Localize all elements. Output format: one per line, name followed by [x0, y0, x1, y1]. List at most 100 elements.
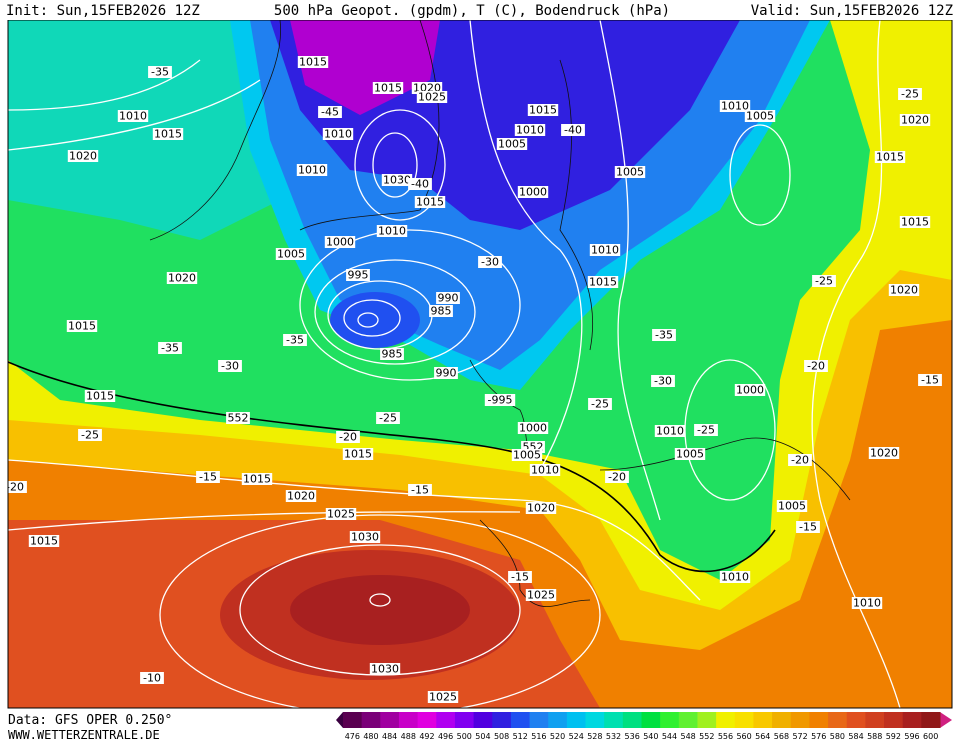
isobar-label: 985 [382, 348, 403, 361]
label-box [318, 106, 342, 118]
label-box [525, 589, 557, 601]
colorbar-swatch [678, 712, 698, 728]
label-box [148, 66, 172, 78]
label-box [651, 375, 675, 387]
label-box [614, 166, 646, 178]
label-box [514, 124, 546, 136]
label-box [226, 412, 250, 424]
label-box [517, 186, 549, 198]
colorbar-swatch [697, 712, 717, 728]
isobar-label: 985 [431, 305, 452, 318]
colorbar-label: 548 [681, 732, 696, 741]
label-box [874, 151, 906, 163]
label-box [275, 248, 307, 260]
isobar-label: 1015 [876, 151, 904, 164]
isobar-label: 1010 [298, 164, 326, 177]
isobar-label: -20 [807, 360, 825, 373]
isobar-label: 1030 [371, 663, 399, 676]
colorbar-label: 556 [718, 732, 733, 741]
isobar-label: 1015 [86, 390, 114, 403]
label-box [324, 236, 356, 248]
isobar-label: 995 [348, 269, 369, 282]
label-box [478, 256, 502, 268]
isobar-label: -15 [199, 471, 217, 484]
label-box [888, 284, 920, 296]
colorbar-swatch [753, 712, 773, 728]
colorbar-label: 560 [736, 732, 751, 741]
label-box [408, 484, 432, 496]
label-box [527, 104, 559, 116]
isobar-label: 1015 [30, 535, 58, 548]
isobar-label: 1015 [529, 104, 557, 117]
label-box [525, 502, 557, 514]
colorbar-label: 572 [792, 732, 807, 741]
isobar-label: 1015 [299, 56, 327, 69]
colorbar-swatch [492, 712, 512, 728]
isobar-label: 1010 [656, 425, 684, 438]
isobar-label: 1000 [519, 186, 547, 199]
colorbar-swatch [622, 712, 642, 728]
colorbar-label: 588 [867, 732, 882, 741]
colorbar-swatch [417, 712, 437, 728]
label-box [166, 272, 198, 284]
label-box [776, 500, 808, 512]
isobar-label: 1005 [277, 248, 305, 261]
label-box [812, 275, 836, 287]
colorbar-swatch [921, 712, 941, 728]
isobar-label: 1005 [746, 110, 774, 123]
isobar-label: -15 [921, 374, 939, 387]
isobar-label: 1020 [901, 114, 929, 127]
colorbar-label: 480 [363, 732, 378, 741]
isobar-label: -20 [339, 431, 357, 444]
field-dark-red [290, 575, 470, 645]
label-box [152, 128, 184, 140]
label-box [589, 244, 621, 256]
contour-552 [8, 361, 776, 573]
isobar-label: -15 [511, 571, 529, 584]
colorbar-label: 568 [774, 732, 789, 741]
isobar-label: 1020 [890, 284, 918, 297]
label-box [744, 110, 776, 122]
label-box [868, 447, 900, 459]
label-box [84, 390, 116, 402]
isobar-label: -20 [608, 471, 626, 484]
init-time: Init: Sun,15FEB2026 12Z [6, 3, 200, 19]
colorbar: 476 480 484 488 492 496 500 504 508 512 516 520 524 5… [336, 712, 952, 741]
label-box [376, 412, 400, 424]
colorbar-label: 540 [643, 732, 658, 741]
label-box [804, 360, 828, 372]
label-box [296, 164, 328, 176]
label-box [719, 100, 751, 112]
label-box [322, 128, 354, 140]
colorbar-swatch [828, 712, 848, 728]
colorbar-swatch [343, 712, 363, 728]
data-source: Data: GFS OPER 0.250° [8, 713, 172, 728]
isobar-label: 1015 [416, 196, 444, 209]
isobar-label: -35 [655, 329, 673, 342]
label-box [434, 367, 458, 379]
isobar-label: 990 [436, 367, 457, 380]
label-box [588, 398, 612, 410]
isobar-label: -40 [564, 124, 582, 137]
isobar-label: 1025 [327, 508, 355, 521]
label-box [381, 174, 413, 186]
label-box [285, 490, 317, 502]
label-box [429, 305, 453, 317]
colorbar-label: 496 [438, 732, 453, 741]
label-box [561, 124, 585, 136]
website: WWW.WETTERZENTRALE.DE [8, 728, 160, 741]
label-box [654, 425, 686, 437]
isobar-label: 1000 [326, 236, 354, 249]
isobar-label: -30 [654, 375, 672, 388]
isobar-label: -30 [221, 360, 239, 373]
map-title: 500 hPa Geopot. (gpdm), T (C), Bodendruc… [274, 3, 670, 19]
isobar-label: 1005 [778, 500, 806, 513]
colorbar-label: 564 [755, 732, 770, 741]
isobar-label: 1020 [870, 447, 898, 460]
isobar-label: 1030 [351, 531, 379, 544]
colorbar-label: 520 [550, 732, 565, 741]
colorbar-swatch [398, 712, 419, 728]
isobar-label: -25 [591, 398, 609, 411]
